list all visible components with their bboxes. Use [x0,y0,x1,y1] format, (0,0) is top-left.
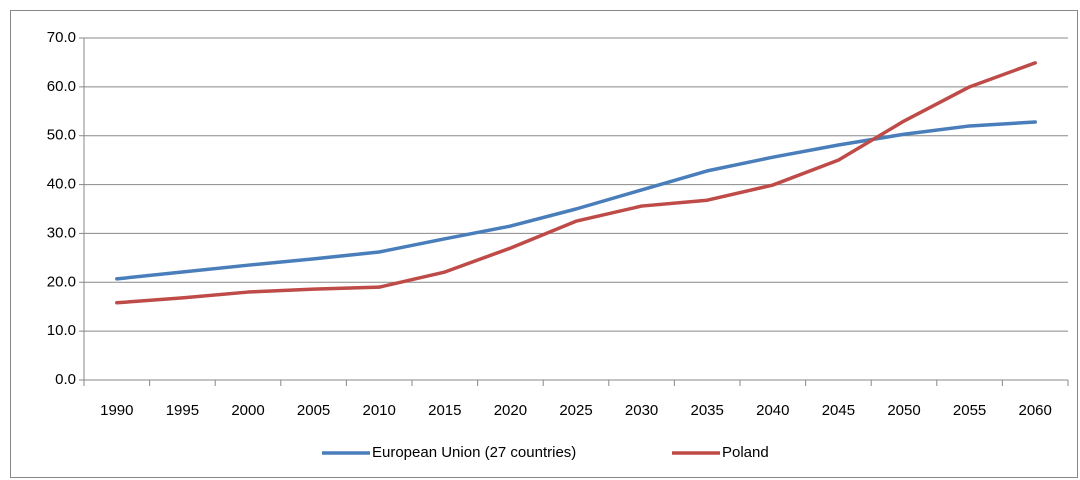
x-tick-label: 2015 [428,402,461,419]
chart-frame [10,10,1078,478]
y-tick-label: 10.0 [47,322,76,339]
y-tick-label: 30.0 [47,224,76,241]
x-tick-label: 2030 [625,402,658,419]
x-tick-label: 1995 [166,402,199,419]
legend-label: European Union (27 countries) [372,444,576,461]
x-tick-label: 1990 [100,402,133,419]
x-tick-label: 2035 [691,402,724,419]
x-tick-label: 2055 [953,402,986,419]
x-tick-label: 2025 [559,402,592,419]
x-tick-label: 2040 [756,402,789,419]
x-tick-label: 2060 [1019,402,1052,419]
series-line [115,120,1037,281]
y-tick-label: 40.0 [47,176,76,193]
x-tick-label: 2010 [363,402,396,419]
y-tick-label: 60.0 [47,78,76,95]
legend-label: Poland [722,444,769,461]
x-tick-label: 2050 [887,402,920,419]
x-tick-label: 2000 [231,402,264,419]
y-tick-label: 50.0 [47,127,76,144]
x-tick-label: 2005 [297,402,330,419]
x-tick-label: 2020 [494,402,527,419]
x-tick-label: 2045 [822,402,855,419]
y-tick-label: 20.0 [47,273,76,290]
y-tick-label: 70.0 [47,29,76,46]
series-line [115,61,1037,305]
y-tick-label: 0.0 [55,371,76,388]
